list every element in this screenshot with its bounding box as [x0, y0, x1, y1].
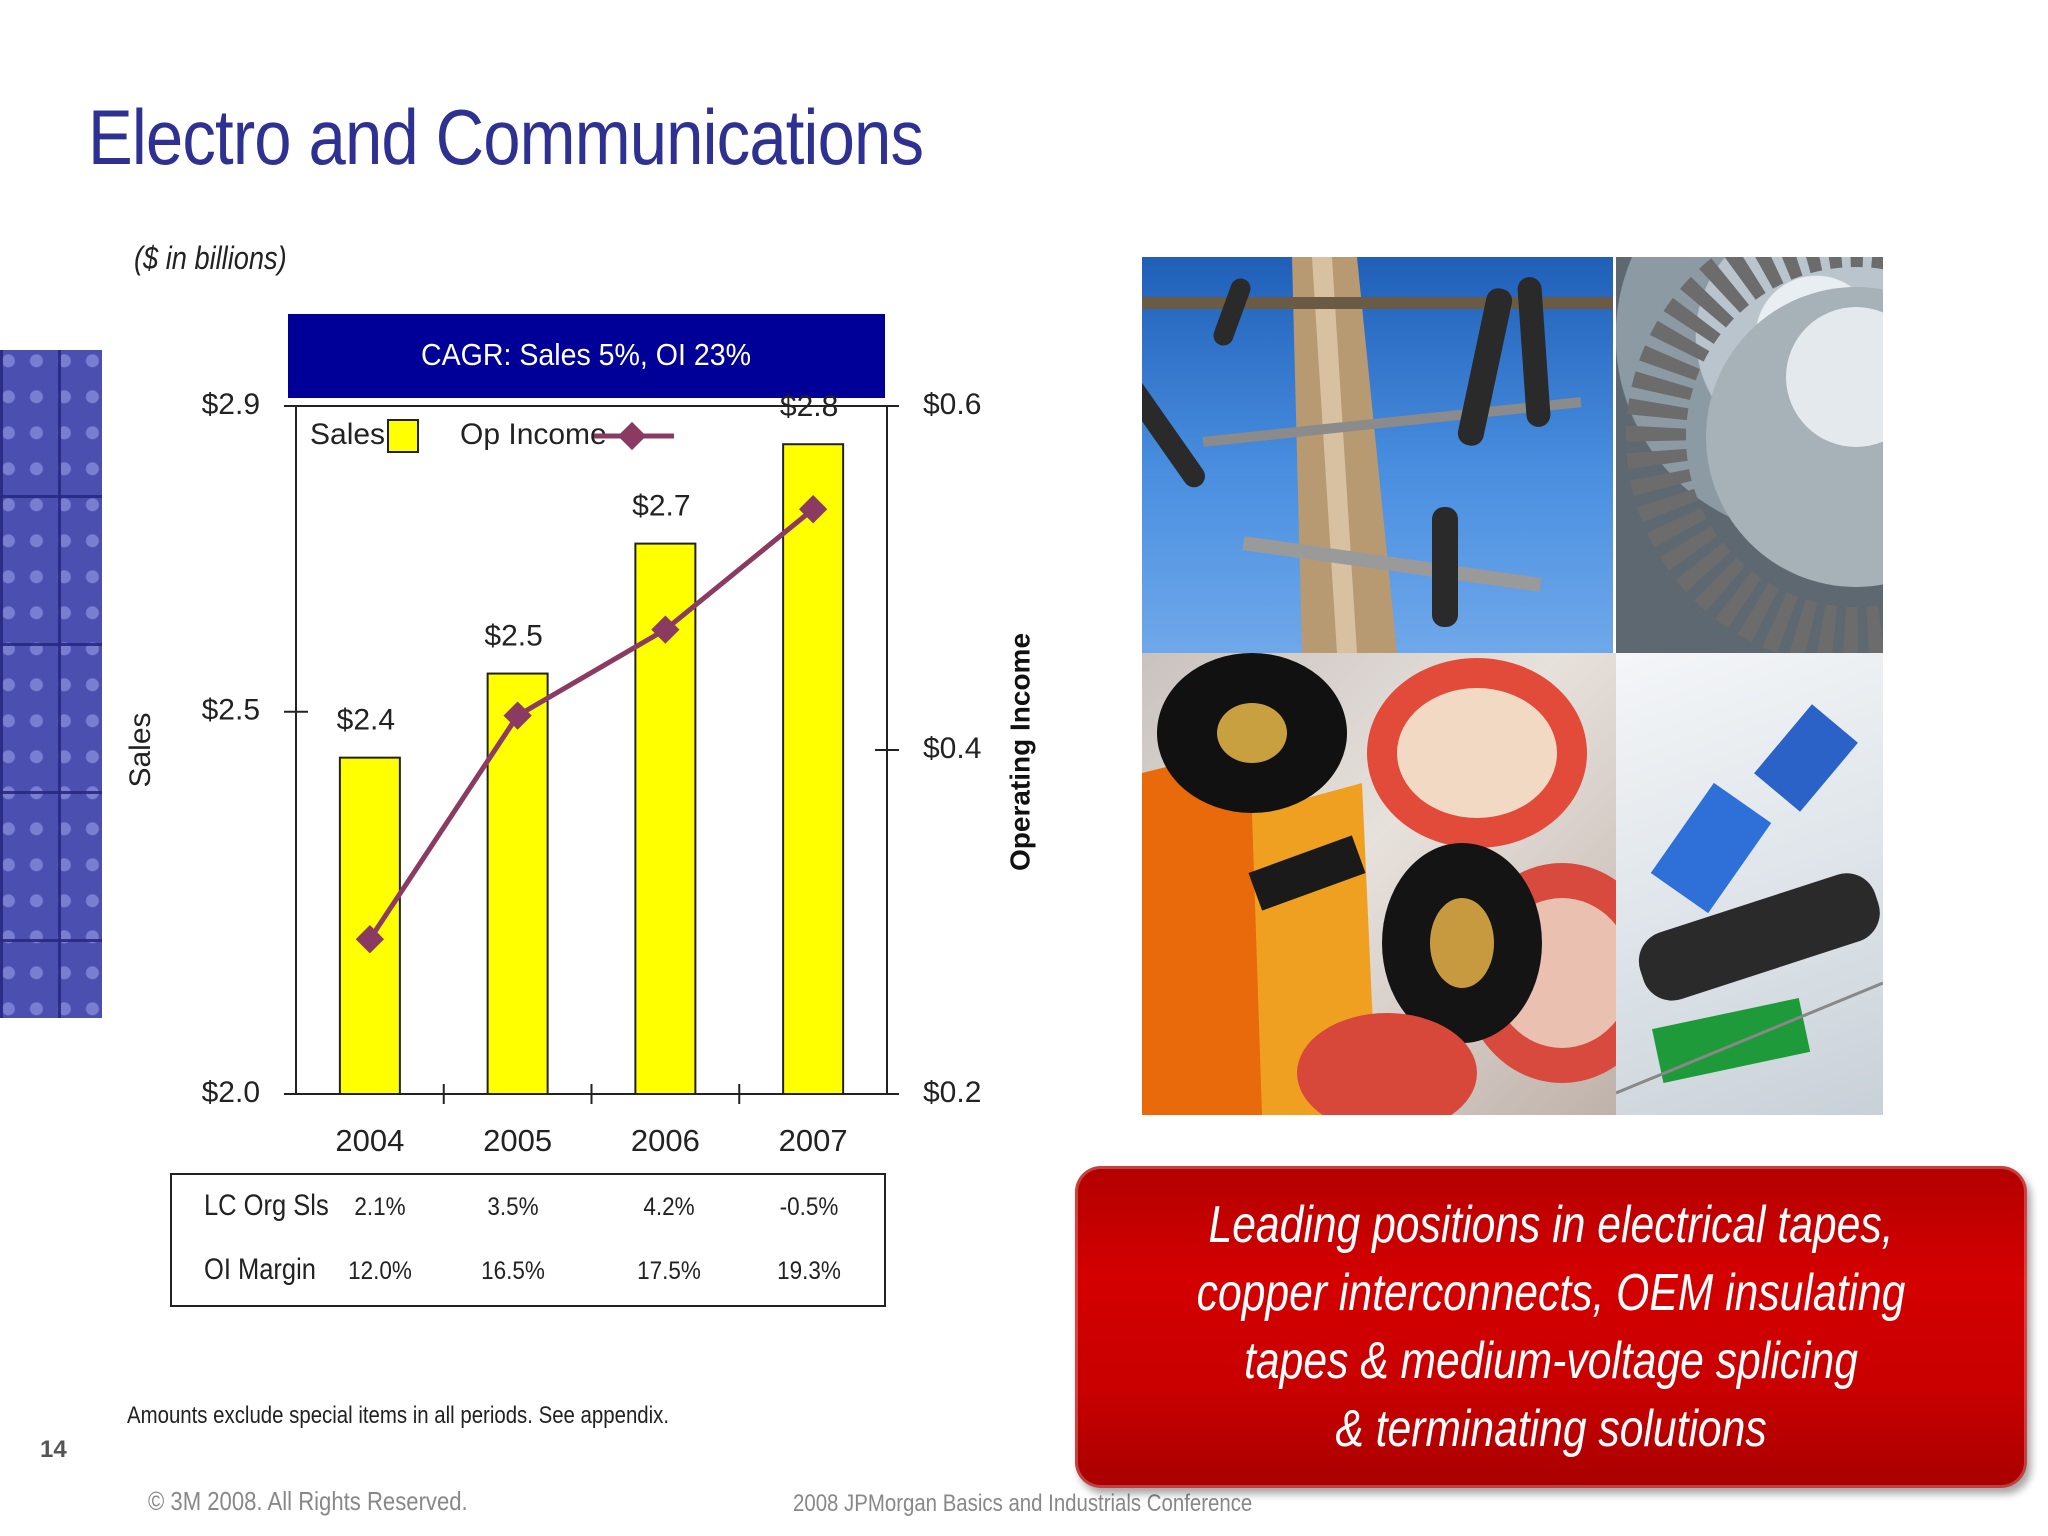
- power-line-photo: [1142, 257, 1613, 653]
- legend-label-sales: Sales: [310, 418, 385, 451]
- metrics-value: 2.1%: [354, 1193, 406, 1221]
- metrics-row-label: LC Org Sls: [204, 1189, 329, 1222]
- metrics-value: 19.3%: [777, 1257, 841, 1285]
- metrics-value: -0.5%: [779, 1193, 839, 1221]
- metrics-row: OI Margin 12.0% 16.5% 17.5% 19.3%: [172, 1253, 884, 1293]
- y2-tick-label: $0.4: [923, 732, 981, 765]
- op-income-point: [355, 925, 385, 954]
- metrics-value: 16.5%: [481, 1257, 545, 1285]
- electrical-tapes-photo: [1142, 653, 1616, 1115]
- legend-label-op-income: Op Income: [460, 418, 607, 451]
- conference-name: 2008 JPMorgan Basics and Industrials Con…: [793, 1490, 1253, 1517]
- highlight-callout: Leading positions in electrical tapes, c…: [1075, 1166, 2027, 1488]
- bar-sales: [782, 443, 845, 1095]
- fiber-connectors-photo: [1616, 653, 1883, 1115]
- bar-sales: [486, 672, 549, 1095]
- bar-data-label: $2.5: [484, 619, 542, 652]
- legend-swatch-sales: [387, 419, 419, 453]
- op-income-point: [503, 701, 532, 730]
- line-op-income: [367, 507, 815, 941]
- cagr-banner: [288, 314, 885, 398]
- slide-number: 14: [40, 1436, 67, 1463]
- units-note: ($ in billions): [134, 240, 287, 276]
- x-tick-label: 2004: [335, 1123, 404, 1158]
- op-income-point: [798, 495, 828, 524]
- y2-tick-label: $0.6: [923, 388, 981, 421]
- cagr-banner-text: CAGR: Sales 5%, OI 23%: [421, 337, 751, 372]
- sales-op-income-chart: CAGR: Sales 5%, OI 23% $2.0 $2.5 $2.9 $0.2 $…: [124, 314, 1035, 1158]
- y-tick-label: $2.0: [202, 1076, 260, 1109]
- callout-text: Leading positions in electrical tapes, c…: [1196, 1196, 1906, 1458]
- x-tick-label: 2007: [779, 1123, 848, 1158]
- y2-tick-label: $0.2: [923, 1076, 981, 1109]
- metrics-row: LC Org Sls 2.1% 3.5% 4.2% -0.5%: [172, 1189, 884, 1229]
- decorative-side-strip: [0, 350, 102, 1018]
- y-tick-label: $2.5: [202, 694, 260, 727]
- metrics-row-label: OI Margin: [204, 1253, 316, 1286]
- legend-marker-op-income: [617, 421, 647, 451]
- metrics-value: 17.5%: [637, 1257, 701, 1285]
- op-income-point: [651, 615, 680, 644]
- metrics-value: 4.2%: [643, 1193, 695, 1221]
- copyright-notice: © 3M 2008. All Rights Reserved.: [148, 1486, 468, 1516]
- footnote: Amounts exclude special items in all per…: [127, 1402, 670, 1429]
- bar-data-label: $2.7: [632, 490, 690, 523]
- slide-title: Electro and Communications: [88, 93, 924, 181]
- gears-photo: [1616, 257, 1883, 653]
- bar-data-label: $2.8: [780, 390, 838, 423]
- metrics-value: 3.5%: [487, 1193, 539, 1221]
- y2-axis-title: Operating Income: [1004, 633, 1035, 871]
- y-tick-label: $2.9: [202, 388, 260, 421]
- x-tick-label: 2006: [631, 1123, 700, 1158]
- y-axis-title: Sales: [124, 712, 157, 787]
- metrics-value: 12.0%: [348, 1257, 412, 1285]
- bar-data-label: $2.4: [337, 704, 395, 737]
- x-tick-label: 2005: [483, 1123, 552, 1158]
- metrics-table: LC Org Sls 2.1% 3.5% 4.2% -0.5% OI Margin 12.0…: [170, 1173, 886, 1307]
